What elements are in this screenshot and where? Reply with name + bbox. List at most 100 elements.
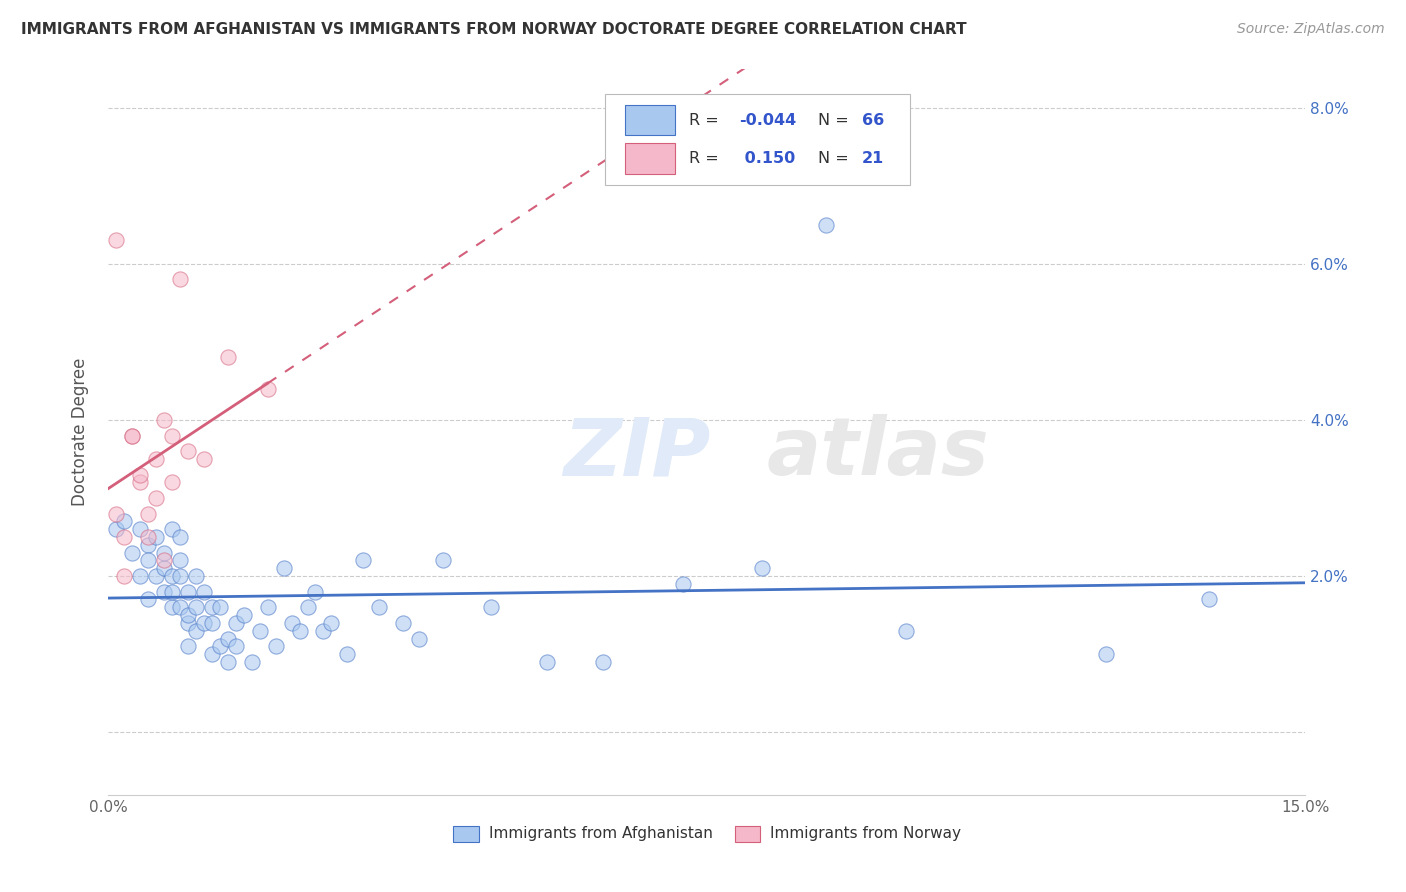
- Point: [536, 655, 558, 669]
- Point: [894, 624, 917, 638]
- Point: [177, 584, 200, 599]
- Y-axis label: Doctorate Degree: Doctorate Degree: [72, 358, 89, 506]
- Point: [184, 569, 207, 583]
- Point: [160, 600, 183, 615]
- Point: [432, 553, 454, 567]
- Point: [169, 553, 191, 567]
- Point: [408, 632, 430, 646]
- Point: [193, 452, 215, 467]
- Point: [129, 475, 152, 490]
- Point: [201, 600, 224, 615]
- Point: [1198, 592, 1220, 607]
- Point: [264, 640, 287, 654]
- Text: 0.150: 0.150: [740, 151, 796, 166]
- Point: [153, 584, 176, 599]
- Point: [273, 561, 295, 575]
- Point: [321, 615, 343, 630]
- Point: [136, 592, 159, 607]
- Point: [145, 452, 167, 467]
- Point: [256, 382, 278, 396]
- Point: [751, 561, 773, 575]
- Point: [160, 569, 183, 583]
- Point: [815, 218, 838, 232]
- Point: [169, 272, 191, 286]
- Point: [201, 647, 224, 661]
- Point: [352, 553, 374, 567]
- Point: [232, 608, 254, 623]
- Point: [177, 615, 200, 630]
- Point: [297, 600, 319, 615]
- Point: [288, 624, 311, 638]
- Point: [153, 413, 176, 427]
- Point: [225, 640, 247, 654]
- Point: [177, 640, 200, 654]
- Point: [368, 600, 391, 615]
- Point: [104, 522, 127, 536]
- Point: [249, 624, 271, 638]
- Text: N =: N =: [818, 151, 853, 166]
- Point: [129, 522, 152, 536]
- Point: [121, 428, 143, 442]
- Point: [169, 530, 191, 544]
- Point: [121, 546, 143, 560]
- Point: [336, 647, 359, 661]
- Text: Immigrants from Afghanistan: Immigrants from Afghanistan: [489, 827, 713, 841]
- Point: [145, 491, 167, 505]
- Point: [193, 615, 215, 630]
- Point: [153, 561, 176, 575]
- FancyBboxPatch shape: [605, 94, 910, 185]
- Point: [1094, 647, 1116, 661]
- Point: [169, 600, 191, 615]
- Text: 21: 21: [862, 151, 884, 166]
- Point: [177, 608, 200, 623]
- Point: [280, 615, 302, 630]
- Point: [184, 600, 207, 615]
- Point: [129, 467, 152, 482]
- Point: [136, 530, 159, 544]
- Text: R =: R =: [689, 112, 724, 128]
- Point: [312, 624, 335, 638]
- Text: R =: R =: [689, 151, 724, 166]
- Point: [136, 553, 159, 567]
- Point: [112, 569, 135, 583]
- Point: [112, 515, 135, 529]
- Point: [208, 600, 231, 615]
- Point: [153, 546, 176, 560]
- Point: [240, 655, 263, 669]
- Text: IMMIGRANTS FROM AFGHANISTAN VS IMMIGRANTS FROM NORWAY DOCTORATE DEGREE CORRELATI: IMMIGRANTS FROM AFGHANISTAN VS IMMIGRANT…: [21, 22, 967, 37]
- Point: [112, 530, 135, 544]
- Point: [671, 577, 693, 591]
- Text: ZIP: ZIP: [562, 415, 710, 492]
- Text: -0.044: -0.044: [740, 112, 796, 128]
- Point: [136, 538, 159, 552]
- Point: [225, 615, 247, 630]
- Point: [121, 428, 143, 442]
- Point: [193, 584, 215, 599]
- FancyBboxPatch shape: [626, 105, 675, 136]
- Point: [479, 600, 502, 615]
- Point: [177, 444, 200, 458]
- Point: [217, 351, 239, 365]
- Point: [201, 615, 224, 630]
- Text: Immigrants from Norway: Immigrants from Norway: [770, 827, 960, 841]
- Point: [160, 475, 183, 490]
- Point: [392, 615, 415, 630]
- Point: [129, 569, 152, 583]
- Point: [256, 600, 278, 615]
- Point: [104, 233, 127, 247]
- Point: [136, 507, 159, 521]
- FancyBboxPatch shape: [626, 144, 675, 174]
- Text: atlas: atlas: [766, 415, 990, 492]
- Point: [304, 584, 326, 599]
- Point: [160, 584, 183, 599]
- Text: Source: ZipAtlas.com: Source: ZipAtlas.com: [1237, 22, 1385, 37]
- Point: [217, 632, 239, 646]
- Point: [592, 655, 614, 669]
- Point: [169, 569, 191, 583]
- Point: [104, 507, 127, 521]
- Text: N =: N =: [818, 112, 853, 128]
- Text: 66: 66: [862, 112, 884, 128]
- Point: [217, 655, 239, 669]
- Point: [160, 428, 183, 442]
- Point: [153, 553, 176, 567]
